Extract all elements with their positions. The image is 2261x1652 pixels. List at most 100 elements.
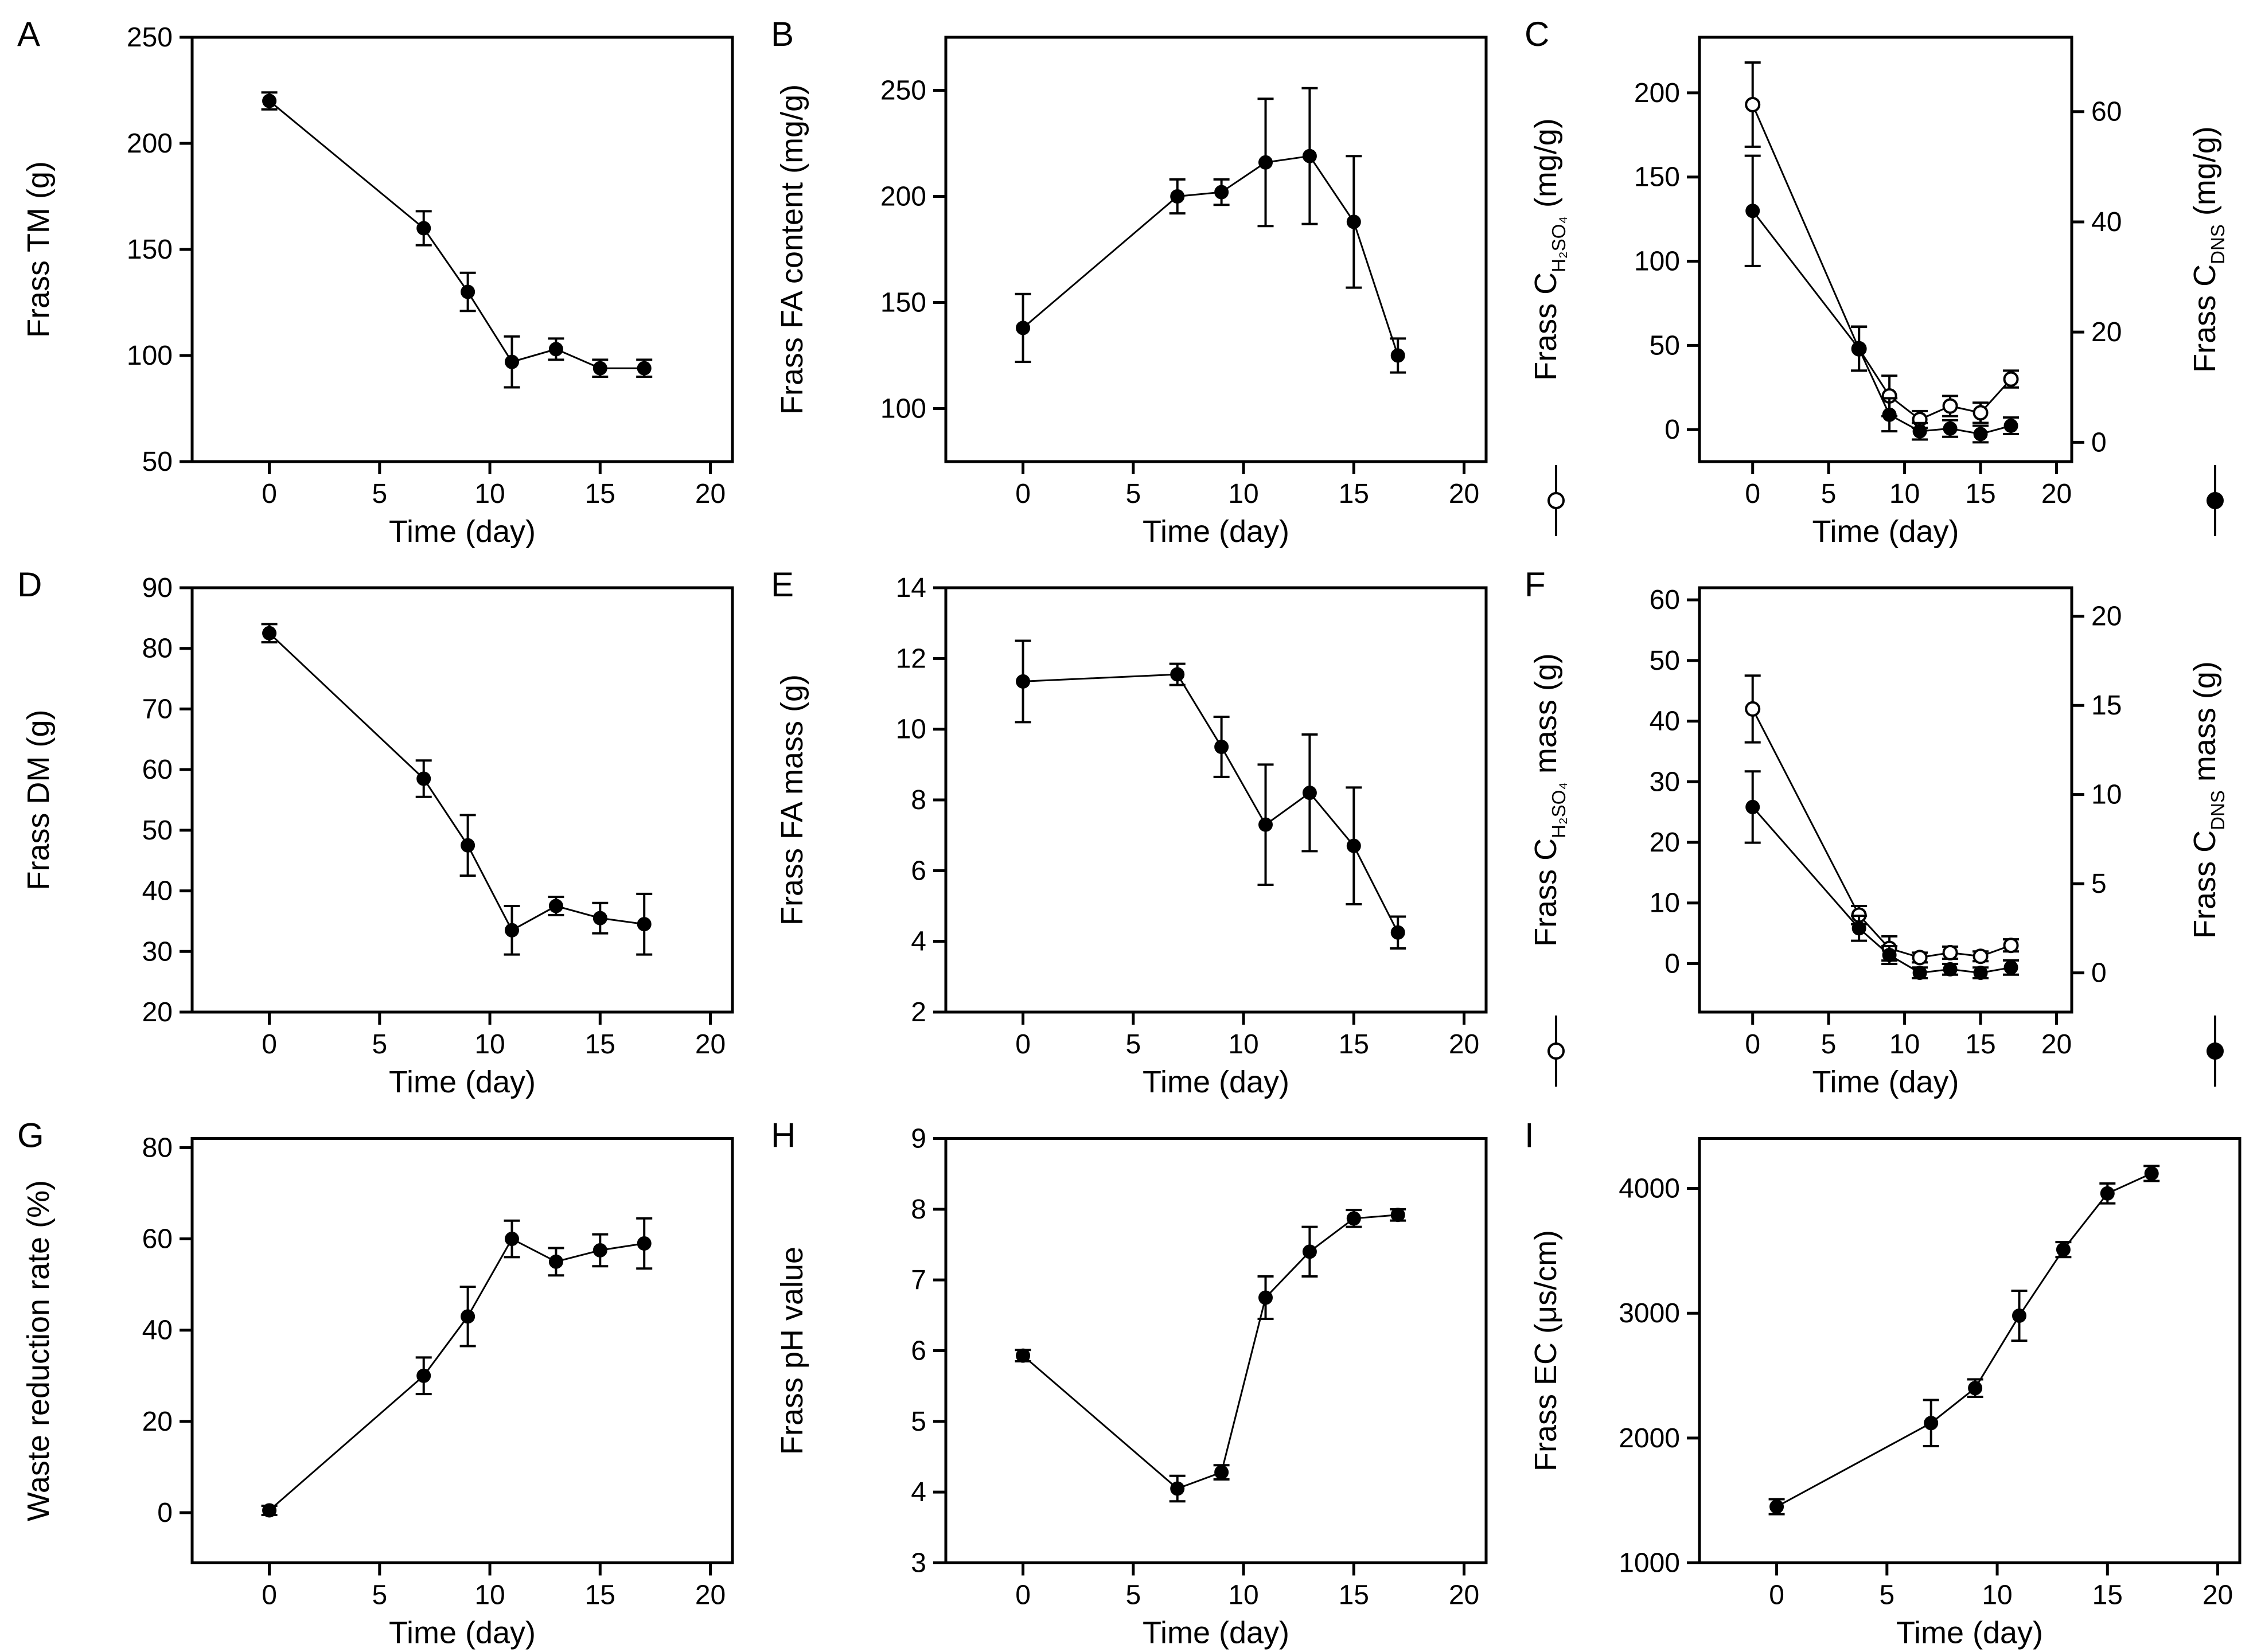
open-data-point [1745,701,1761,717]
filled-data-point [505,1232,520,1247]
open-data-point [1745,96,1761,112]
series-line [1023,673,1399,933]
series-line [1752,708,2011,959]
y-tick-label: 30 [142,936,173,967]
y-tick-label: 60 [142,1224,173,1255]
filled-data-point [2144,1166,2159,1181]
filled-data-point [1016,674,1031,689]
x-tick-label: 20 [1449,479,1479,509]
y-axis-label-left: Frass FA content (mg/g) [775,84,809,415]
x-tick-label: 15 [585,1580,615,1611]
x-tick-label: 5 [1879,1580,1894,1611]
filled-data-point [1258,1290,1273,1305]
chart-G: G 0 5 10 15 20 Time (day) 0 20 40 60 80 Waste reduct… [17,1116,734,1650]
x-tick-label: 10 [474,479,505,509]
x-axis-label: Time (day) [1812,1065,1959,1099]
y-tick-label: 20 [142,997,173,1028]
y-tick-label: 10 [2091,780,2122,810]
filled-data-point [1214,1465,1229,1480]
filled-data-point [2056,1242,2071,1257]
series-open [1744,61,2020,429]
open-data-point [2003,371,2019,387]
x-axis: 0 5 10 15 20 [1745,462,2072,509]
x-tick-label: 10 [1228,1580,1258,1611]
filled-data-point [461,838,475,853]
series-filled [1768,1165,2160,1516]
y-tick-label: 0 [1664,415,1680,445]
x-tick-label: 0 [1769,1580,1784,1611]
filled-data-point [416,771,431,786]
chart-B: B 0 5 10 15 20 Time (day) 100 150 200 250 Frass FA … [771,15,1488,549]
y-tick-label: 0 [157,1498,173,1528]
filled-data-point [1258,155,1273,170]
filled-data-point [1390,348,1405,363]
x-tick-label: 15 [1339,1580,1369,1611]
series-filled [261,91,653,389]
y-tick-label: 100 [127,341,173,371]
y-tick-label: 60 [1650,585,1680,615]
y-tick-label: 50 [142,447,173,477]
filled-data-point [1016,321,1031,335]
plot-area [190,586,734,1014]
x-tick-label: 5 [1125,1580,1141,1611]
filled-data-point [1882,407,1897,422]
series-filled [1744,154,2020,444]
series-line [268,100,645,369]
y-tick-label: 8 [911,1194,926,1225]
y-tick-label: 2000 [1619,1423,1680,1454]
series-filled [1015,639,1406,950]
y-tick-label: 10 [1650,888,1680,919]
x-tick-label: 20 [2041,479,2072,509]
y-tick-label: 14 [896,573,926,603]
y-tick-label: 90 [142,573,173,603]
open-data-point [1972,948,1989,964]
y-tick-label: 150 [880,288,926,318]
x-tick-label: 20 [1449,1029,1479,1060]
filled-data-point [1302,149,1317,163]
x-tick-label: 10 [1228,479,1258,509]
y-tick-label: 7 [911,1265,926,1295]
x-tick-label: 0 [1745,1029,1760,1060]
filled-data-point [1851,341,1866,356]
y-tick-label: 20 [1650,827,1680,858]
x-tick-label: 0 [262,1029,277,1060]
x-axis-label: Time (day) [389,1616,536,1650]
x-tick-label: 20 [695,479,726,509]
y-tick-label: 80 [142,634,173,664]
y-tick-label: 250 [880,76,926,106]
series-line [268,632,645,932]
filled-data-point [1882,948,1897,963]
y-axis-label-right: Frass CDNS mass (g) [2188,661,2228,939]
panel-letter: F [1525,565,1546,604]
filled-data-point [1924,1416,1939,1431]
filled-data-point [637,1236,652,1251]
x-tick-label: 20 [695,1029,726,1060]
filled-data-point [2012,1309,2027,1323]
open-data-point [1972,405,1989,421]
panel-letter: G [17,1116,44,1155]
filled-data-point [1258,817,1273,832]
x-axis: 0 5 10 15 20 [262,462,726,509]
open-circle-legend-icon [1547,492,1565,509]
y-axis-left: 50 100 150 200 250 [127,22,192,477]
x-tick-label: 10 [1982,1580,2012,1611]
filled-data-point [2003,419,2018,433]
y-tick-label: 50 [1650,330,1680,361]
x-tick-label: 5 [1821,1029,1837,1060]
x-tick-label: 15 [1965,479,1995,509]
filled-data-point [1745,204,1760,218]
filled-data-point [1214,740,1229,754]
plot-area [1698,36,2073,463]
x-tick-label: 5 [1125,1029,1141,1060]
x-axis-label: Time (day) [1143,514,1289,549]
y-tick-label: 150 [127,235,173,265]
x-tick-label: 0 [1015,1580,1031,1611]
filled-data-point [1390,1208,1405,1223]
filled-data-point [1016,1348,1031,1363]
filled-data-point [1302,1244,1317,1259]
plot-area [1698,586,2073,1014]
filled-data-point [416,221,431,236]
x-tick-label: 10 [474,1029,505,1060]
x-tick-label: 5 [372,1029,387,1060]
